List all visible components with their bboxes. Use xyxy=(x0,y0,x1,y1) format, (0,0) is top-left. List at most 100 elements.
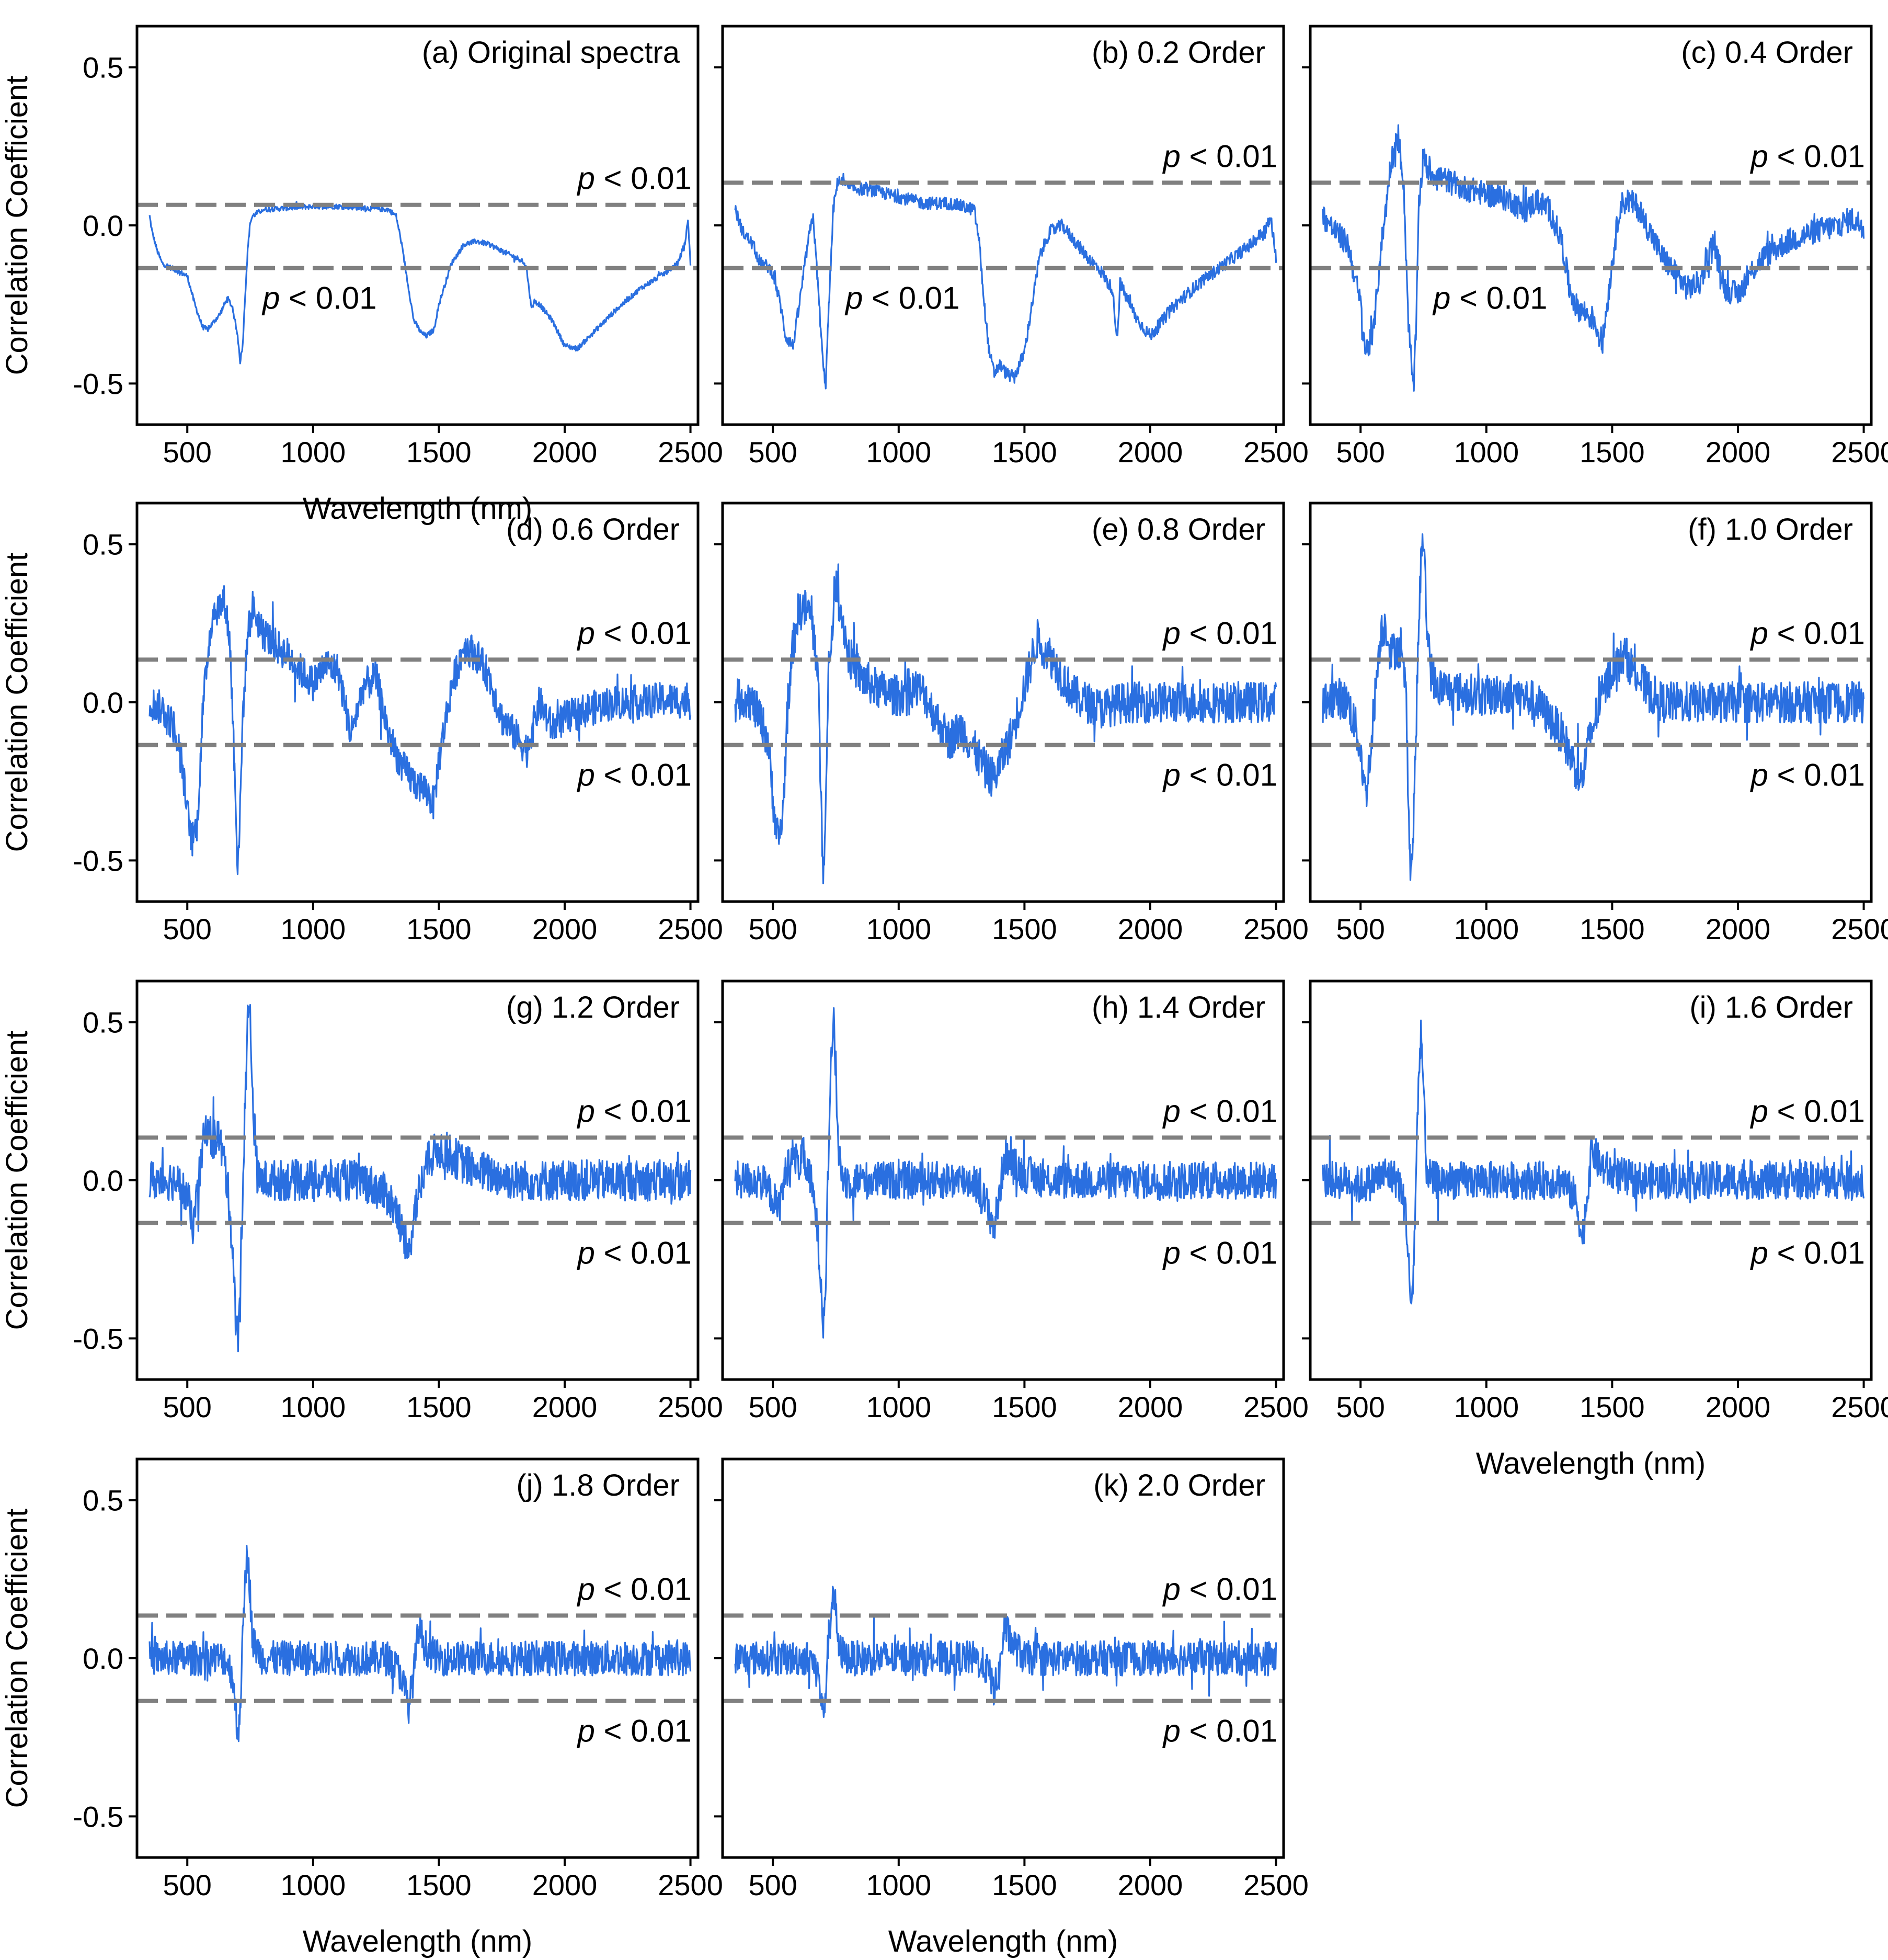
x-tick-label: 1500 xyxy=(406,1391,472,1423)
x-tick-label: 2000 xyxy=(1118,1868,1183,1901)
significance-label: p < 0.01 xyxy=(261,281,377,316)
significance-label: p < 0.01 xyxy=(576,1571,692,1606)
series-line xyxy=(148,1004,692,1352)
x-tick-label: 1000 xyxy=(281,1391,346,1423)
series-line xyxy=(148,585,692,875)
significance-label: p < 0.01 xyxy=(1162,616,1277,651)
x-tick-label: 1000 xyxy=(1454,913,1519,945)
significance-label: p < 0.01 xyxy=(1749,1236,1865,1271)
x-tick-label: 2000 xyxy=(1118,1391,1183,1423)
panel-title: (j) 1.8 Order xyxy=(516,1468,680,1502)
y-axis-title: Correlation Coefficient xyxy=(0,1031,34,1330)
series-line xyxy=(734,563,1277,884)
x-tick-label: 1000 xyxy=(1454,1391,1519,1423)
y-tick-label: 0.0 xyxy=(83,209,123,242)
y-tick-label: 0.5 xyxy=(83,1484,123,1517)
x-tick-label: 1000 xyxy=(866,436,932,469)
significance-label: p < 0.01 xyxy=(1162,1236,1277,1271)
x-tick-label: 1500 xyxy=(992,1868,1057,1901)
series-line xyxy=(148,201,692,364)
chart-panel: p < 0.01 p < 0.01 500 1000 1500 2000 2500 (f) 1… xyxy=(1302,502,1888,945)
panel-title: (c) 0.4 Order xyxy=(1681,36,1853,70)
y-tick-label: -0.5 xyxy=(73,367,124,400)
x-tick-label: 2500 xyxy=(1243,1391,1309,1423)
x-tick-label: 2500 xyxy=(1243,913,1309,945)
x-tick-label: 500 xyxy=(163,913,212,945)
y-tick-label: 0.5 xyxy=(83,1006,123,1039)
x-tick-label: 1500 xyxy=(1580,436,1645,469)
significance-label: p < 0.01 xyxy=(1162,1714,1277,1749)
x-tick-label: 500 xyxy=(749,913,797,945)
axes-frame xyxy=(1309,25,1873,426)
x-tick-label: 2000 xyxy=(532,1868,598,1901)
x-tick-label: 2000 xyxy=(532,436,598,469)
significance-label: p < 0.01 xyxy=(1162,758,1277,793)
panel-title: (b) 0.2 Order xyxy=(1092,36,1265,70)
x-tick-label: 1500 xyxy=(1580,913,1645,945)
significance-label: p < 0.01 xyxy=(1749,1093,1865,1129)
x-tick-label: 1000 xyxy=(281,913,346,945)
significance-label: p < 0.01 xyxy=(1749,616,1865,651)
significance-label: p < 0.01 xyxy=(576,161,692,196)
x-tick-label: 1500 xyxy=(406,436,472,469)
y-tick-label: 0.5 xyxy=(83,51,123,84)
x-tick-label: 2500 xyxy=(1831,436,1888,469)
x-tick-label: 2000 xyxy=(1706,1391,1771,1423)
significance-label: p < 0.01 xyxy=(1749,139,1865,174)
x-tick-label: 1500 xyxy=(1580,1391,1645,1423)
x-tick-label: 2000 xyxy=(532,913,598,945)
chart-panel: p < 0.01 p < 0.01 500 1000 1500 2000 2500 (e) 0… xyxy=(714,502,1309,945)
series-line xyxy=(734,1586,1277,1718)
y-axis-title: Correlation Coefficient xyxy=(0,76,34,375)
y-tick-label: -0.5 xyxy=(73,1800,124,1833)
x-axis-title: Wavelength (nm) xyxy=(303,492,532,526)
chart-panel: p < 0.01 p < 0.01 500 1000 1500 2000 2500 (b) 0… xyxy=(714,25,1309,469)
y-axis-title: Correlation Coefficient xyxy=(0,553,34,852)
chart-panel: p < 0.01 p < 0.01 500 1000 1500 2000 2500 0.5 0.… xyxy=(0,979,723,1423)
x-tick-label: 2500 xyxy=(1831,913,1888,945)
significance-label: p < 0.01 xyxy=(576,1714,692,1749)
x-tick-label: 2500 xyxy=(1243,1868,1309,1901)
panel-title: (k) 2.0 Order xyxy=(1093,1468,1265,1502)
y-tick-label: 0.0 xyxy=(83,1164,123,1197)
panel-title: (f) 1.0 Order xyxy=(1688,512,1853,546)
series-line xyxy=(1322,1019,1865,1305)
x-tick-label: 500 xyxy=(1336,913,1385,945)
significance-label: p < 0.01 xyxy=(1162,1571,1277,1606)
y-tick-label: -0.5 xyxy=(73,1322,124,1355)
x-tick-label: 1500 xyxy=(406,1868,472,1901)
panel-title: (a) Original spectra xyxy=(422,36,680,70)
chart-panel: p < 0.01 p < 0.01 500 1000 1500 2000 2500 (i) 1… xyxy=(1302,979,1888,1480)
series-line xyxy=(1322,533,1865,881)
significance-label: p < 0.01 xyxy=(1162,139,1277,174)
y-tick-label: 0.5 xyxy=(83,528,123,561)
x-tick-label: 2000 xyxy=(1118,436,1183,469)
significance-label: p < 0.01 xyxy=(576,758,692,793)
significance-label: p < 0.01 xyxy=(1749,758,1865,793)
x-tick-label: 1000 xyxy=(1454,436,1519,469)
x-tick-label: 2500 xyxy=(658,1391,723,1423)
x-tick-label: 500 xyxy=(749,1391,797,1423)
x-axis-title: Wavelength (nm) xyxy=(888,1924,1118,1958)
x-tick-label: 1000 xyxy=(281,436,346,469)
x-tick-label: 500 xyxy=(163,1391,212,1423)
x-tick-label: 2500 xyxy=(658,436,723,469)
significance-label: p < 0.01 xyxy=(576,616,692,651)
x-tick-label: 1500 xyxy=(992,913,1057,945)
x-tick-label: 2000 xyxy=(1118,913,1183,945)
x-tick-label: 2500 xyxy=(658,913,723,945)
x-tick-label: 1500 xyxy=(992,1391,1057,1423)
series-line xyxy=(734,173,1277,390)
x-tick-label: 500 xyxy=(749,436,797,469)
x-tick-label: 500 xyxy=(163,1868,212,1901)
series-line xyxy=(734,1007,1277,1339)
significance-label: p < 0.01 xyxy=(844,281,960,316)
x-axis-title: Wavelength (nm) xyxy=(1476,1446,1706,1480)
panel-title: (h) 1.4 Order xyxy=(1092,990,1265,1024)
x-tick-label: 500 xyxy=(749,1868,797,1901)
significance-label: p < 0.01 xyxy=(1432,281,1548,316)
x-axis-title: Wavelength (nm) xyxy=(303,1924,532,1958)
x-tick-label: 1000 xyxy=(866,1868,932,1901)
significance-label: p < 0.01 xyxy=(576,1093,692,1129)
